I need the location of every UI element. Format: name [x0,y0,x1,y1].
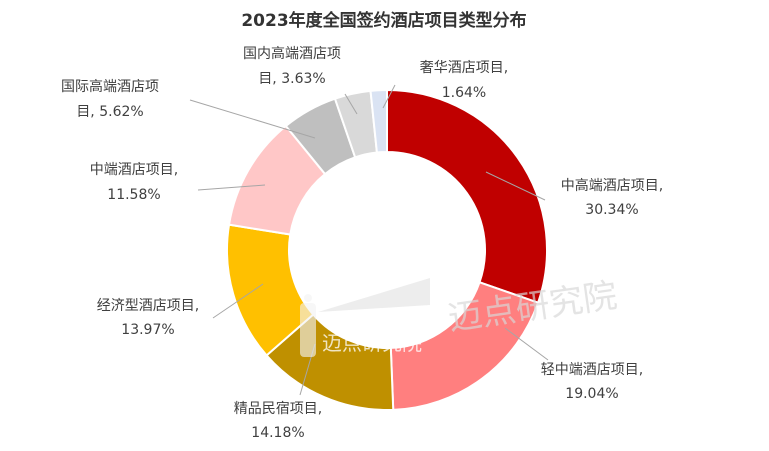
data-label-value-8: 1.64% [442,85,486,101]
leader-line-8 [382,84,396,109]
data-label-value-4: 13.97% [121,322,174,338]
data-label-value-7: 目, 3.63% [258,71,325,87]
data-label-value-5: 11.58% [107,187,160,203]
leader-line-6 [189,99,316,139]
chart-title: 2023年度全国签约酒店项目类型分布 [241,10,526,31]
data-label-category-4: 经济型酒店项目, [97,298,199,314]
data-label-category-5: 中端酒店项目, [90,162,178,178]
leader-line-4 [212,283,264,319]
data-label-value-6: 目, 5.62% [76,104,143,120]
leader-line-2 [504,327,549,361]
data-label-category-3: 精品民宿项目, [234,400,322,417]
slices-group [226,88,548,411]
data-label-category-1: 中高端酒店项目, [561,177,663,194]
leader-line-1 [485,171,546,201]
leader-line-7 [344,93,358,115]
donut-slice-8 [369,88,388,154]
watermark-logo-text: 迈点研究院 [322,331,422,355]
data-labels-group: 中高端酒店项目, 30.34% 轻中端酒店项目, 19.04% 精品民宿项目, 14.18… [61,45,663,441]
watermark-wedge-shape [318,278,430,312]
data-label-category-2: 轻中端酒店项目, [541,362,643,378]
data-label-value-1: 30.34% [585,202,638,218]
donut-slice-1 [386,88,548,304]
data-label-value-2: 19.04% [565,386,618,402]
data-label-category-8: 奢华酒店项目, [420,60,508,76]
data-label-category-7: 国内高端酒店项 [243,45,341,62]
data-label-category-6: 国际高端酒店项 [61,78,159,95]
watermark-logo-icon [300,294,316,357]
leader-line-5 [197,184,266,191]
data-label-value-3: 14.18% [251,425,304,441]
